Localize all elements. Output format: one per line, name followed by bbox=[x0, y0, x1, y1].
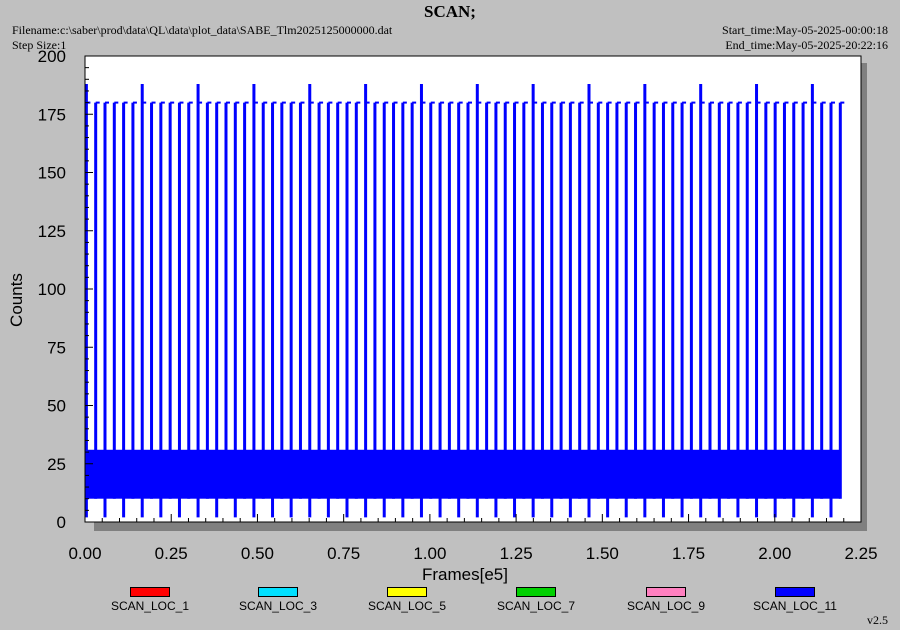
legend-item: SCAN_LOC_7 bbox=[476, 587, 596, 613]
x-axis-label: Frames[e5] bbox=[422, 565, 508, 584]
start-time-label: Start_time:May-05-2025-00:00:18 bbox=[722, 23, 888, 37]
x-tick-label: 1.00 bbox=[413, 544, 446, 563]
x-tick-label: 2.00 bbox=[758, 544, 791, 563]
y-axis-label: Counts bbox=[7, 273, 26, 327]
signal-band bbox=[85, 449, 841, 499]
y-tick-label: 125 bbox=[38, 222, 66, 241]
x-tick-label: 0.75 bbox=[327, 544, 360, 563]
y-tick-label: 200 bbox=[38, 47, 66, 66]
legend-swatch bbox=[516, 587, 556, 597]
x-tick-label: 2.25 bbox=[844, 544, 877, 563]
legend-label: SCAN_LOC_1 bbox=[110, 599, 190, 613]
legend-item: SCAN_LOC_5 bbox=[347, 587, 467, 613]
legend-item: SCAN_LOC_3 bbox=[218, 587, 338, 613]
legend-swatch bbox=[130, 587, 170, 597]
axis-layer: 0 25 50 75 100 125 150 175 200 0.00 0.25 0.50 0.75 1.… bbox=[38, 47, 878, 563]
end-time-label: End_time:May-05-2025-20:22:16 bbox=[725, 38, 888, 52]
legend-label: SCAN_LOC_11 bbox=[753, 599, 837, 613]
y-tick-label: 100 bbox=[38, 280, 66, 299]
legend-label: SCAN_LOC_7 bbox=[496, 599, 576, 613]
plot-background bbox=[85, 56, 861, 522]
legend-label: SCAN_LOC_9 bbox=[626, 599, 706, 613]
y-tick-label: 75 bbox=[47, 338, 66, 357]
x-tick-label: 0.00 bbox=[68, 544, 101, 563]
legend-item: SCAN_LOC_9 bbox=[606, 587, 726, 613]
legend-swatch bbox=[258, 587, 298, 597]
y-tick-label: 175 bbox=[38, 105, 66, 124]
y-tick-label: 25 bbox=[47, 455, 66, 474]
y-tick-label: 0 bbox=[57, 513, 66, 532]
y-tick-label: 50 bbox=[47, 397, 66, 416]
x-tick-label: 1.75 bbox=[672, 544, 705, 563]
legend-item: SCAN_LOC_1 bbox=[90, 587, 210, 613]
legend-item: SCAN_LOC_11 bbox=[735, 587, 855, 613]
filename-label: Filename:c:\saber\prod\data\QL\data\plot… bbox=[12, 23, 393, 37]
x-tick-label: 1.25 bbox=[500, 544, 533, 563]
step-size-label: Step Size:1 bbox=[12, 38, 67, 52]
x-tick-label: 0.50 bbox=[241, 544, 274, 563]
legend-swatch bbox=[775, 587, 815, 597]
legend-label: SCAN_LOC_3 bbox=[238, 599, 318, 613]
legend-swatch bbox=[387, 587, 427, 597]
legend-swatch bbox=[646, 587, 686, 597]
legend-label: SCAN_LOC_5 bbox=[367, 599, 447, 613]
data-layer bbox=[84, 83, 845, 518]
y-tick-label: 150 bbox=[38, 164, 66, 183]
chart-title: SCAN; bbox=[424, 2, 476, 21]
version-label: v2.5 bbox=[867, 613, 888, 627]
x-tick-label: 1.50 bbox=[586, 544, 619, 563]
x-tick-label: 0.25 bbox=[155, 544, 188, 563]
